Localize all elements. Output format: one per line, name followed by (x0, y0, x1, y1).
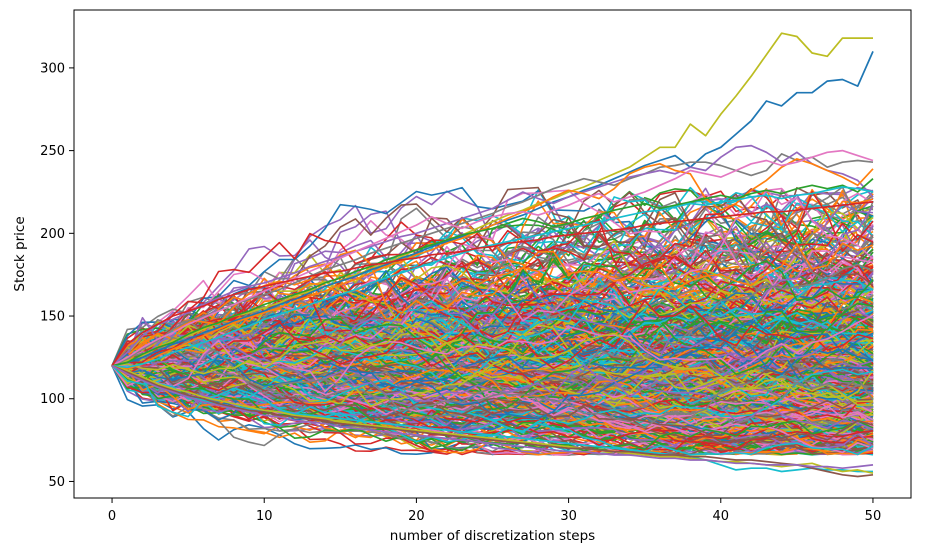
price-path (111, 330, 874, 401)
price-path (111, 201, 874, 367)
y-tick-label: 250 (40, 144, 65, 159)
price-path (111, 365, 874, 456)
price-path (111, 323, 874, 403)
price-path (111, 319, 874, 420)
price-path (111, 365, 874, 414)
price-path (111, 144, 874, 367)
price-path (111, 186, 874, 369)
price-path (111, 281, 874, 367)
price-path (111, 336, 874, 429)
price-path (111, 189, 874, 369)
simulated-paths (111, 186, 874, 456)
price-path (111, 227, 874, 371)
highlighted-paths (111, 32, 874, 478)
price-path (111, 263, 874, 419)
y-axis-label: Stock price (12, 216, 28, 291)
price-path (111, 334, 874, 431)
y-axis: 50 100 150 200 250 300 (40, 61, 74, 490)
x-tick-label: 0 (108, 509, 116, 524)
price-path (111, 357, 874, 454)
y-tick-label: 50 (48, 475, 65, 490)
price-path (111, 314, 874, 393)
x-tick-label: 50 (865, 509, 882, 524)
y-tick-label: 150 (40, 310, 65, 325)
y-tick-label: 200 (40, 227, 65, 242)
plot-frame (73, 9, 912, 499)
x-axis-label: number of discretization steps (390, 528, 595, 544)
x-axis: 0 10 20 30 40 50 (108, 498, 881, 524)
price-path (111, 178, 874, 367)
price-path (111, 191, 874, 367)
y-tick-label: 100 (40, 392, 65, 407)
price-path (111, 364, 874, 442)
price-path (111, 365, 874, 450)
x-tick-label: 10 (256, 509, 273, 524)
x-tick-label: 20 (408, 509, 425, 524)
price-path (111, 189, 874, 367)
y-tick-label: 300 (40, 61, 65, 76)
price-path (111, 192, 874, 390)
price-path (111, 365, 874, 453)
price-path (111, 149, 874, 367)
x-tick-label: 40 (712, 509, 729, 524)
price-path (111, 364, 874, 478)
price-path (111, 364, 874, 470)
x-tick-label: 30 (560, 509, 577, 524)
price-path (111, 307, 874, 388)
price-path (111, 364, 874, 434)
